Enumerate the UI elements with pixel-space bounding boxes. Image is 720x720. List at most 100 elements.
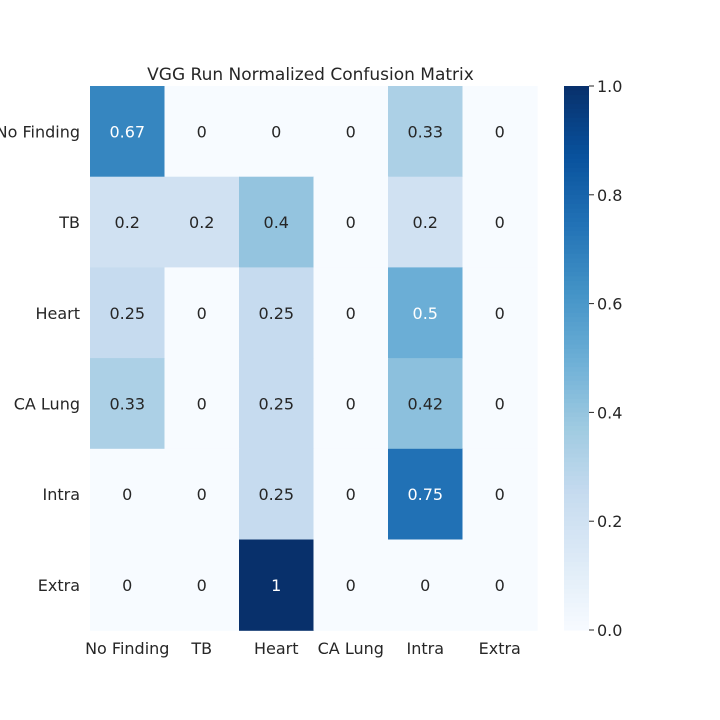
colorbar-segment — [564, 267, 589, 273]
colorbar-segment — [564, 104, 589, 110]
colorbar-segment — [564, 144, 589, 151]
heatmap-cell — [462, 176, 538, 268]
heatmap-cell — [164, 448, 240, 541]
colorbar-segment — [564, 566, 589, 572]
colorbar-segment — [564, 426, 589, 432]
colorbar-segment — [564, 330, 589, 336]
colorbar-tick-label: 1.0 — [597, 77, 622, 96]
cell-value-label: 0.2 — [413, 213, 438, 232]
colorbar-segment — [564, 253, 589, 259]
y-tick-labels: No Finding TB Heart CA Lung Intra Extra — [0, 122, 80, 594]
x-tick-label: Intra — [406, 639, 444, 658]
colorbar-segment — [564, 376, 589, 382]
colorbar-segment — [564, 339, 589, 345]
colorbar-segment — [564, 539, 589, 545]
cell-value-label: 0 — [346, 576, 356, 595]
colorbar-segment — [564, 90, 589, 96]
colorbar-segment — [564, 240, 589, 246]
colorbar-segment — [564, 389, 589, 395]
y-tick-label: Intra — [42, 485, 80, 504]
colorbar-segment — [564, 448, 589, 454]
x-tick-label: TB — [190, 639, 212, 658]
x-tick-label: No Finding — [85, 639, 169, 658]
heatmap-cell — [90, 176, 166, 268]
colorbar-segment — [564, 512, 589, 518]
colorbar-tick-label: 0.4 — [597, 403, 622, 422]
colorbar-segment — [564, 249, 589, 255]
colorbar-segment — [564, 86, 589, 92]
colorbar-segment — [564, 607, 589, 613]
colorbar-segment — [564, 203, 589, 209]
heatmap-cell — [90, 358, 166, 450]
colorbar-segment — [564, 176, 589, 182]
cell-value-label: 0 — [346, 485, 356, 504]
cell-value-label: 0.25 — [258, 485, 294, 504]
colorbar-segment — [564, 149, 589, 155]
heatmap-cells: 0.67 0 0 0 0.33 0 0.2 0.2 0.4 0 0.2 0 0.25 0 0.25 0 0.5 0… — [90, 86, 538, 631]
colorbar-segment — [564, 167, 589, 173]
colorbar-segment — [564, 480, 589, 486]
colorbar-segment — [564, 217, 589, 223]
colorbar-segment — [564, 521, 589, 527]
colorbar-segment — [564, 285, 589, 291]
cell-value-label: 0.33 — [407, 122, 443, 141]
cell-value-label: 0 — [346, 394, 356, 413]
cell-value-label: 0.75 — [407, 485, 443, 504]
y-tick-label: Heart — [35, 304, 80, 323]
colorbar-segment — [564, 244, 589, 250]
colorbar-segment — [564, 403, 589, 409]
colorbar-segment — [564, 199, 589, 205]
cell-value-label: 0 — [346, 304, 356, 323]
colorbar-segment — [564, 525, 589, 531]
heatmap-cell — [164, 267, 240, 359]
y-tick-label: TB — [58, 213, 80, 232]
colorbar-segment — [564, 620, 589, 627]
colorbar-tick-label: 0.2 — [597, 512, 622, 531]
colorbar-segment — [564, 321, 589, 327]
colorbar-segment — [564, 231, 589, 237]
colorbar-segment — [564, 262, 589, 268]
colorbar-segment — [564, 194, 589, 200]
colorbar-segment — [564, 471, 589, 477]
colorbar-segment — [564, 625, 589, 631]
colorbar-segment — [564, 163, 589, 169]
heatmap-cell — [388, 539, 464, 631]
colorbar-segment — [564, 398, 589, 404]
colorbar-segment — [564, 312, 589, 318]
heatmap-cell — [313, 267, 389, 359]
x-tick-label: CA Lung — [318, 639, 384, 658]
colorbar-segment — [564, 367, 589, 373]
colorbar-tick-label: 0.0 — [597, 621, 622, 640]
colorbar-segment — [564, 484, 589, 491]
colorbar-segment — [564, 140, 589, 146]
cell-value-label: 0.25 — [258, 394, 294, 413]
colorbar-segment — [564, 181, 589, 187]
cell-value-label: 0 — [346, 213, 356, 232]
colorbar-segment — [564, 602, 589, 608]
heatmap-cell — [239, 176, 315, 268]
cell-value-label: 1 — [271, 576, 281, 595]
colorbar-segment — [564, 95, 589, 101]
colorbar-segment — [564, 258, 589, 264]
colorbar-segment — [564, 158, 589, 164]
colorbar-segment — [564, 598, 589, 604]
colorbar-segment — [564, 498, 589, 504]
colorbar-segment — [564, 516, 589, 522]
colorbar-segment — [564, 593, 589, 599]
cell-value-label: 0 — [122, 576, 132, 595]
colorbar-segment — [564, 154, 589, 160]
heatmap-cell — [313, 448, 389, 541]
colorbar-segment — [564, 462, 589, 468]
colorbar-segment — [564, 543, 589, 549]
heatmap-cell — [313, 539, 389, 631]
heatmap-cell — [313, 86, 389, 178]
x-tick-label: Heart — [254, 639, 299, 658]
x-tick-labels: No Finding TB Heart CA Lung Intra Extra — [85, 639, 521, 658]
colorbar-segment — [564, 611, 589, 617]
colorbar-segment — [564, 494, 589, 500]
cell-value-label: 0 — [197, 485, 207, 504]
y-tick-label: CA Lung — [14, 394, 80, 413]
colorbar-segment — [564, 453, 589, 459]
cell-value-label: 0 — [495, 394, 505, 413]
colorbar-segment — [564, 326, 589, 332]
